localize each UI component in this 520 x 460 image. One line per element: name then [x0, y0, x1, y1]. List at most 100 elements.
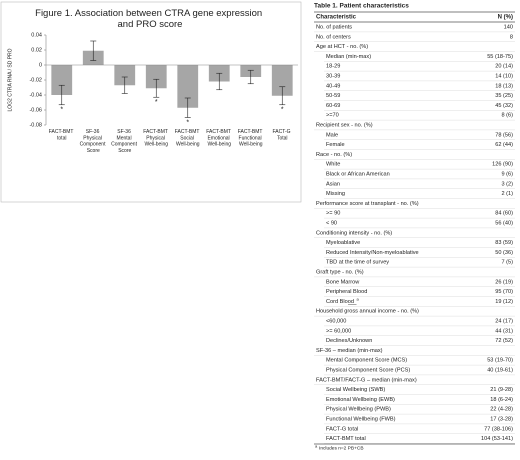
x-tick-label: FACT-BMT Functional Well-being	[238, 129, 264, 148]
row-label: TBD at the time of survey	[326, 260, 389, 266]
significance-mark: *	[155, 99, 158, 106]
row-label: Reduced Intensity/Non-myeloablative	[326, 250, 419, 256]
row-value: 72 (52)	[495, 338, 513, 344]
row-value: 21 (9-28)	[490, 387, 513, 393]
footnote-mark: a	[315, 443, 318, 448]
row-label: Peripheral Blood	[326, 289, 367, 295]
y-tick-label: 0.04	[31, 32, 42, 38]
bar	[114, 65, 136, 86]
row-value: 20 (14)	[495, 64, 513, 70]
y-tick-label: 0	[39, 62, 42, 68]
x-tick-label: FACT-G Total	[273, 129, 292, 141]
bar	[177, 65, 199, 108]
y-tick-label: -0.04	[29, 92, 42, 98]
x-tick-label: SF-36 Physical Component Score	[80, 129, 107, 154]
row-label: Median (min-max)	[326, 54, 371, 60]
row-value: 24 (17)	[495, 318, 513, 324]
row-label: 30-39	[326, 73, 340, 79]
row-value: 2 (1)	[501, 191, 513, 197]
y-tick-label: -0.08	[29, 122, 42, 128]
row-value: 9 (6)	[501, 171, 513, 177]
row-value: 8 (6)	[501, 113, 513, 119]
row-label: Mental Component Score (MCS)	[326, 358, 407, 364]
row-label: Physical Component Score (PCS)	[326, 367, 410, 373]
row-label: 50-59	[326, 93, 340, 99]
section-label: Conditioning intensity - no. (%)	[316, 230, 392, 236]
bar	[271, 65, 293, 96]
row-label: 60-69	[326, 103, 340, 109]
row-label: FACT-BMT total	[326, 436, 366, 442]
row-value: 45 (32)	[495, 103, 513, 109]
row-label: Social Wellbeing (SWB)	[326, 387, 385, 393]
row-label: Asian	[326, 181, 340, 187]
row-value: 18 (13)	[495, 83, 513, 89]
section-label: Recipient sex - no. (%)	[316, 122, 373, 128]
section-label: No. of centers	[316, 34, 351, 40]
section-label: Household gross annual income - no. (%)	[316, 309, 419, 315]
section-label: FACT-BMT/FACT-G – median (min-max)	[316, 377, 417, 383]
row-value: 7 (5)	[501, 260, 513, 266]
row-label: FACT-G total	[326, 426, 358, 432]
bar	[51, 65, 73, 95]
row-value: 77 (38-106)	[484, 426, 513, 432]
row-value: 44 (31)	[495, 328, 513, 334]
row-label: >= 90	[326, 211, 340, 217]
row-value: 62 (44)	[495, 142, 513, 148]
bar	[145, 65, 167, 89]
y-tick-label: 0.02	[31, 47, 42, 53]
row-value: 40 (19-61)	[487, 367, 513, 373]
row-value: 22 (4-28)	[490, 407, 513, 413]
row-label: 18-29	[326, 64, 340, 70]
chart-title: Figure 1. Association between CTRA gene …	[35, 8, 265, 30]
row-label: Myeloablative	[326, 240, 360, 246]
y-tick-label: -0.06	[29, 107, 42, 113]
row-label: Missing	[326, 191, 345, 197]
section-label: No. of patients	[316, 24, 352, 30]
row-value: 19 (12)	[495, 299, 513, 305]
row-value: 8	[510, 34, 513, 40]
row-value: 14 (10)	[495, 73, 513, 79]
row-value: 56 (40)	[495, 220, 513, 226]
row-label: Emotional Wellbeing (EWB)	[326, 397, 395, 403]
figure-frame	[0, 1, 302, 203]
row-label: >=70	[326, 113, 339, 119]
significance-mark: *	[281, 107, 284, 114]
row-label: < 90	[326, 220, 337, 226]
section-label: Age at HCT - no. (%)	[316, 44, 368, 50]
y-axis-label: LOG2 CTRA RNA / SD PRO	[7, 48, 13, 111]
row-label: Physical Wellbeing (PWB)	[326, 407, 391, 413]
row-value: 55 (18-75)	[487, 54, 513, 60]
x-tick-label: FACT-BMT total	[49, 129, 75, 141]
row-value: 35 (25)	[495, 93, 513, 99]
significance-mark: *	[186, 119, 189, 126]
row-label: >= 60,000	[326, 328, 351, 334]
row-label: Cord Blood	[326, 299, 354, 305]
row-value: 83 (59)	[495, 240, 513, 246]
x-tick-label: SF-36 Mental Component Score	[111, 129, 138, 154]
row-label: Black or African American	[326, 171, 390, 177]
section-label: Race - no. (%)	[316, 152, 352, 158]
row-value: 104 (53-141)	[481, 436, 513, 442]
row-label: Declines/Unknown	[326, 338, 372, 344]
row-value: 126 (90)	[492, 162, 513, 168]
row-label: 40-49	[326, 83, 340, 89]
row-value: 50 (36)	[495, 250, 513, 256]
row-value: 26 (19)	[495, 279, 513, 285]
row-value: 18 (6-24)	[490, 397, 513, 403]
column-header: Characteristic	[316, 15, 357, 21]
row-value: 78 (56)	[495, 132, 513, 138]
row-label: Female	[326, 142, 345, 148]
row-value: 84 (60)	[495, 211, 513, 217]
row-label: <60,000	[326, 318, 346, 324]
row-value: 53 (19-70)	[487, 358, 513, 364]
x-tick-label: FACT-BMT Physical Well-being	[143, 129, 169, 148]
footnote: Includes n=2 PB+CB	[319, 446, 364, 452]
row-value: 140	[504, 24, 513, 30]
row-value: 95 (70)	[495, 289, 513, 295]
section-label: Performance score at transplant - no. (%…	[316, 201, 419, 207]
x-tick-label: FACT-BMT Social Well-being	[175, 129, 201, 148]
note-mark: a	[357, 296, 360, 301]
row-value: 3 (2)	[501, 181, 513, 187]
